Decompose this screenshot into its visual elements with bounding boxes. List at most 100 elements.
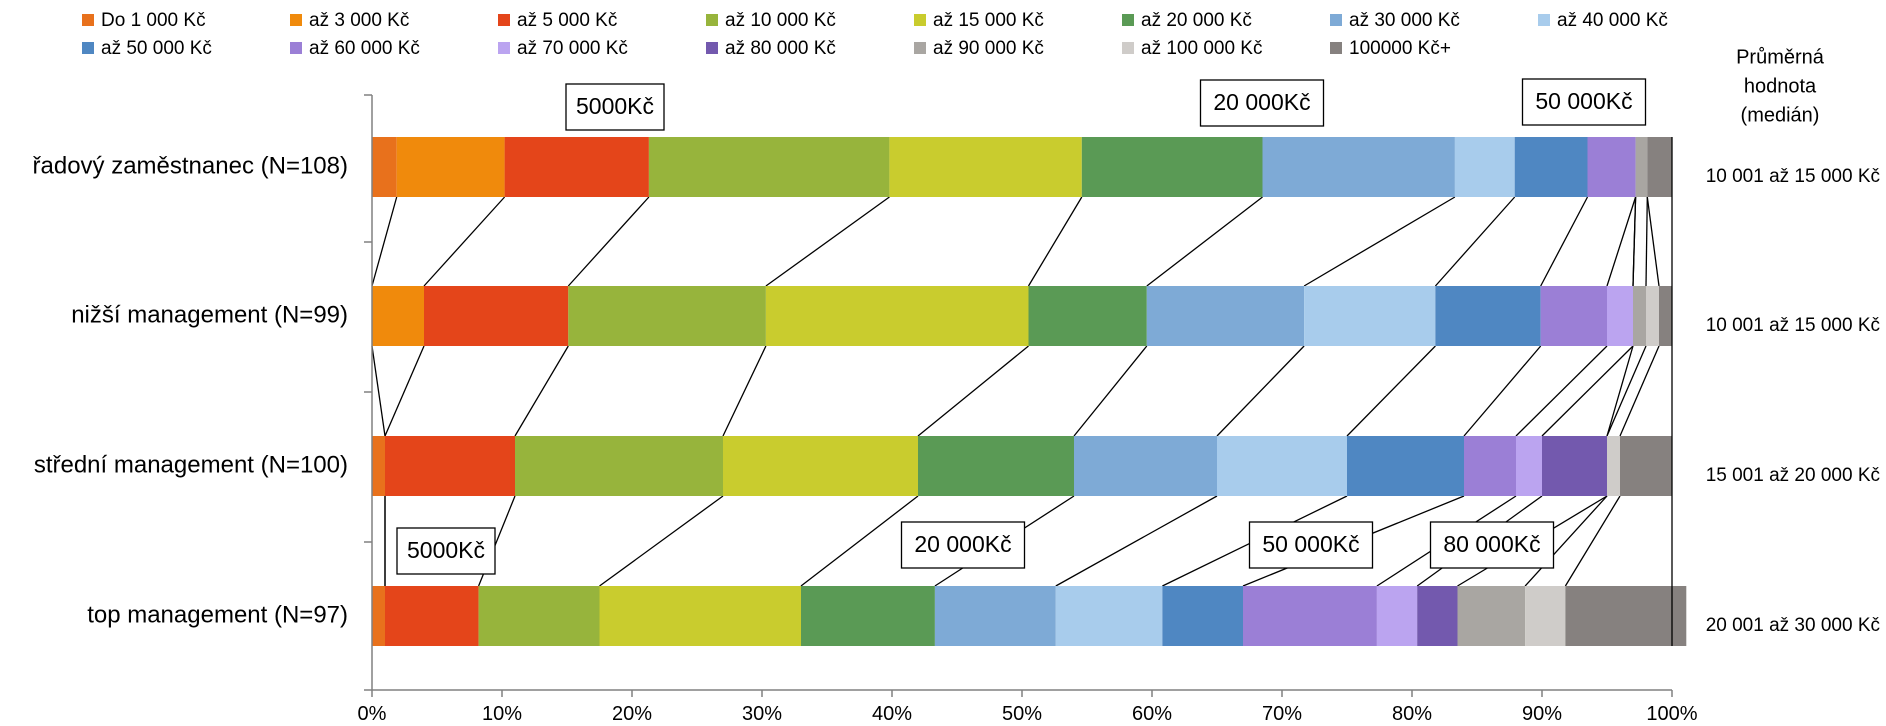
connector-line (1632, 196, 1637, 287)
bar-segment (1457, 586, 1526, 646)
median-label: 10 001 až 15 000 Kč (1706, 166, 1880, 187)
bar-segment (1647, 137, 1672, 197)
connector-line (1434, 196, 1516, 287)
bar-segment (1659, 286, 1672, 346)
x-tick-label: 40% (872, 703, 912, 725)
legend-label: až 100 000 Kč (1141, 38, 1262, 59)
connector-line (1564, 495, 1621, 587)
bar-segment (934, 586, 1056, 646)
legend-label: až 40 000 Kč (1557, 10, 1668, 31)
connector-line (1619, 345, 1660, 437)
connector-line (371, 196, 398, 287)
legend-label: až 90 000 Kč (933, 38, 1044, 59)
x-tick-label: 80% (1392, 703, 1432, 725)
bar-segment (1146, 286, 1305, 346)
legend: Do 1 000 Kč až 3 000 Kč až 5 000 Kč až 10 0… (82, 10, 1668, 59)
legend-item: 100000 Kč+ (1330, 38, 1451, 59)
legend-swatch (1330, 42, 1342, 54)
bar-segment (1565, 586, 1687, 646)
bar-segment (599, 586, 801, 646)
x-tick-label: 10% (482, 703, 522, 725)
connector-line (371, 345, 386, 437)
x-tick-label: 60% (1132, 703, 1172, 725)
category-label: nižší management (N=99) (71, 301, 348, 328)
connector-line (1606, 345, 1634, 437)
legend-item: až 5 000 Kč (498, 10, 617, 31)
annotation: 5000Kč (565, 83, 665, 131)
legend-swatch (706, 42, 718, 54)
annotation: 5000Kč (396, 527, 496, 575)
annotation-label: 5000Kč (407, 537, 485, 563)
legend-item: až 50 000 Kč (82, 38, 212, 59)
legend-swatch (914, 14, 926, 26)
legend-swatch (290, 14, 302, 26)
bar-segment (568, 286, 766, 346)
annotation-box (396, 527, 496, 575)
legend-swatch (914, 42, 926, 54)
legend-label: až 10 000 Kč (725, 10, 836, 31)
connector-line (1646, 196, 1660, 287)
bar-segment (372, 586, 385, 646)
connector-line (1541, 345, 1634, 437)
bar-segment (1514, 137, 1588, 197)
legend-swatch (1122, 14, 1134, 26)
legend-item: až 70 000 Kč (498, 38, 628, 59)
bars (372, 137, 1687, 646)
connector-line (567, 196, 650, 287)
connector-line (722, 345, 767, 437)
x-tick-label: 70% (1262, 703, 1302, 725)
annotation: 20 000Kč (900, 521, 1026, 569)
connector-line (514, 345, 569, 437)
connector-line (1606, 345, 1647, 437)
x-tick-label: 0% (358, 703, 387, 725)
connector-line (1463, 345, 1542, 437)
legend-label: až 80 000 Kč (725, 38, 836, 59)
connector-lines (371, 196, 1660, 587)
bar-segment (1162, 586, 1243, 646)
bar-segment (1635, 137, 1648, 197)
legend-item: až 10 000 Kč (706, 10, 836, 31)
connector-line (423, 196, 506, 287)
bar-segment (648, 137, 890, 197)
bar-segment (504, 137, 649, 197)
annotation: 50 000Kč (1521, 78, 1647, 126)
bar-segment (1376, 586, 1418, 646)
bar-segment (1620, 436, 1672, 496)
connector-line (1027, 196, 1083, 287)
legend-label: až 3 000 Kč (309, 10, 409, 31)
legend-label: 100000 Kč+ (1349, 38, 1451, 59)
bar-segment (1435, 286, 1541, 346)
bar-segment (1633, 286, 1646, 346)
legend-item: až 15 000 Kč (914, 10, 1044, 31)
annotation-box (1199, 79, 1325, 127)
bar-segment (1587, 137, 1636, 197)
legend-item: až 90 000 Kč (914, 38, 1044, 59)
median-labels: 10 001 až 15 000 Kč 10 001 až 15 000 Kč 15… (1706, 166, 1880, 636)
legend-item: až 80 000 Kč (706, 38, 836, 59)
legend-swatch (498, 42, 510, 54)
median-label: 10 001 až 15 000 Kč (1706, 315, 1880, 336)
bar-segment (1262, 137, 1455, 197)
connector-line (1216, 345, 1305, 437)
bar-segment (1540, 286, 1607, 346)
annotations: 5000Kč 20 000Kč 50 000Kč 5000Kč 20 000Kč 50 0… (396, 78, 1647, 575)
legend-label: až 20 000 Kč (1141, 10, 1252, 31)
bar-segment (478, 586, 600, 646)
legend-swatch (1538, 14, 1550, 26)
legend-item: až 100 000 Kč (1122, 38, 1262, 59)
connector-line (1055, 495, 1218, 587)
median-header-line: Průměrná (1736, 46, 1825, 68)
connector-line (917, 345, 1029, 437)
legend-label: až 30 000 Kč (1349, 10, 1460, 31)
bar-segment (1646, 286, 1659, 346)
connector-line (1540, 196, 1589, 287)
x-tick-label: 50% (1002, 703, 1042, 725)
bar-segment (385, 436, 515, 496)
bar-segment (801, 586, 935, 646)
x-tick-label: 100% (1646, 703, 1697, 725)
x-tick-label: 90% (1522, 703, 1562, 725)
category-label: řadový zaměstnanec (N=108) (33, 152, 349, 179)
bar-segment (1217, 436, 1347, 496)
annotation: 80 000Kč (1429, 521, 1555, 569)
